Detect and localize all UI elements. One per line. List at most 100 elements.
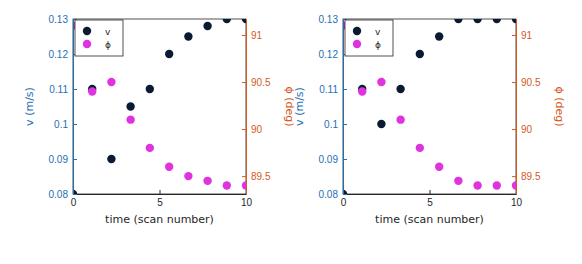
- y2-axis-title: ϕ (deg): [553, 86, 566, 126]
- y-axis-tick-mark: [73, 89, 77, 90]
- y-axis-tick: 0.09: [49, 154, 77, 165]
- y-axis-tick-mark: [73, 194, 77, 195]
- y-axis-tick: 0.09: [319, 154, 347, 165]
- y2-axis-tick-label: 90: [521, 124, 533, 135]
- y-axis-tick-label: 0.12: [49, 49, 69, 60]
- point: [493, 181, 501, 189]
- y-axis-tick-mark: [343, 89, 347, 90]
- y2-axis-tick-mark: [242, 129, 246, 130]
- point: [223, 19, 231, 23]
- point: [396, 115, 404, 123]
- point: [512, 19, 516, 23]
- y-axis-tick: 0.11: [319, 84, 347, 95]
- point: [203, 177, 211, 185]
- y-axis-tick-label: 0.13: [319, 14, 339, 25]
- point: [242, 19, 246, 23]
- y2-axis-tick: 89.5: [512, 171, 541, 182]
- point: [493, 19, 501, 23]
- y2-axis-tick-label: 89.5: [251, 171, 271, 182]
- y-axis-tick: 0.08: [49, 189, 77, 200]
- series: [343, 19, 516, 194]
- point: [358, 87, 366, 95]
- y-axis-tick: 0.13: [49, 14, 77, 25]
- y-axis-title: v (m/s): [293, 87, 306, 126]
- point: [107, 155, 115, 163]
- y-axis-tick-label: 0.11: [319, 84, 338, 95]
- point: [107, 78, 115, 86]
- x-axis-title: time (scan number): [105, 213, 214, 226]
- y2-axis-tick-mark: [512, 129, 516, 130]
- point: [88, 87, 96, 95]
- point: [416, 144, 424, 152]
- x-axis-tick-label: 10: [511, 197, 523, 208]
- x-axis-title: time (scan number): [375, 213, 484, 226]
- y-axis-tick: 0.12: [319, 49, 347, 60]
- x-axis-tick-label: 0: [341, 197, 347, 208]
- y-axis-tick: 0.11: [49, 84, 77, 95]
- legend-label: ϕ: [105, 40, 111, 50]
- marks: [73, 19, 246, 194]
- plot-frame: [343, 19, 516, 194]
- point: [223, 181, 231, 189]
- y2-axis-tick-mark: [242, 35, 246, 36]
- y2-axis-tick-label: 90.5: [521, 77, 541, 88]
- y-axis-tick-mark: [73, 124, 77, 125]
- point: [146, 144, 154, 152]
- y-axis-tick-mark: [343, 159, 347, 160]
- figure: 05100.080.090.10.110.120.1389.59090.591t…: [0, 0, 582, 264]
- y-axis-tick-label: 0.13: [49, 14, 69, 25]
- point: [165, 50, 173, 58]
- y-axis-tick: 0.12: [49, 49, 77, 60]
- point: [473, 19, 481, 23]
- x-axis-tick-label: 5: [157, 197, 163, 208]
- legend: vϕ: [345, 20, 393, 56]
- x-axis-tick-label: 5: [427, 197, 433, 208]
- legend-label: ϕ: [375, 40, 381, 50]
- legend-marker: [353, 27, 361, 35]
- point: [146, 85, 154, 93]
- x-axis-tick: 5: [427, 190, 433, 208]
- point: [377, 78, 385, 86]
- x-axis-tick-label: 0: [71, 197, 77, 208]
- y-axis-tick-label: 0.09: [49, 154, 69, 165]
- legend-box: [345, 20, 393, 56]
- point: [203, 22, 211, 30]
- y-axis-tick-mark: [73, 159, 77, 160]
- y2-axis-tick-mark: [512, 176, 516, 177]
- y2-axis-tick-mark: [512, 82, 516, 83]
- y2-axis-tick: 91: [512, 30, 533, 41]
- legend-marker: [83, 27, 91, 35]
- y2-axis: 89.5 90 90.5 91: [512, 20, 541, 195]
- x-axis-tick-label: 10: [241, 197, 253, 208]
- point: [473, 181, 481, 189]
- y2-axis-line: [246, 20, 247, 195]
- y2-axis-tick-label: 91: [521, 30, 533, 41]
- x-axis: 0 5 10: [71, 190, 253, 208]
- panel: 05100.080.090.10.110.120.1389.59090.591t…: [23, 14, 296, 226]
- x-axis-tick-mark: [160, 190, 161, 194]
- point: [435, 163, 443, 171]
- x-axis-tick-mark: [430, 190, 431, 194]
- y-axis-tick-mark: [343, 124, 347, 125]
- point: [435, 32, 443, 40]
- legend-label: v: [105, 27, 111, 37]
- legend-box: [75, 20, 123, 56]
- x-axis-tick: 5: [157, 190, 163, 208]
- point: [416, 50, 424, 58]
- point: [512, 181, 516, 189]
- y2-axis-tick-label: 90: [251, 124, 263, 135]
- y2-axis-tick: 89.5: [242, 171, 271, 182]
- y-axis-tick-label: 0.08: [319, 189, 339, 200]
- y2-axis-tick-mark: [242, 82, 246, 83]
- point: [184, 32, 192, 40]
- point: [454, 177, 462, 185]
- legend-marker: [83, 40, 91, 48]
- x-axis: 0 5 10: [341, 190, 523, 208]
- point: [242, 181, 246, 189]
- panel: 05100.080.090.10.110.120.1389.59090.591t…: [293, 14, 566, 226]
- point: [184, 172, 192, 180]
- point: [396, 85, 404, 93]
- x-axis-line: [344, 194, 517, 195]
- y2-axis-tick: 90.5: [512, 77, 541, 88]
- y-axis-tick-mark: [343, 194, 347, 195]
